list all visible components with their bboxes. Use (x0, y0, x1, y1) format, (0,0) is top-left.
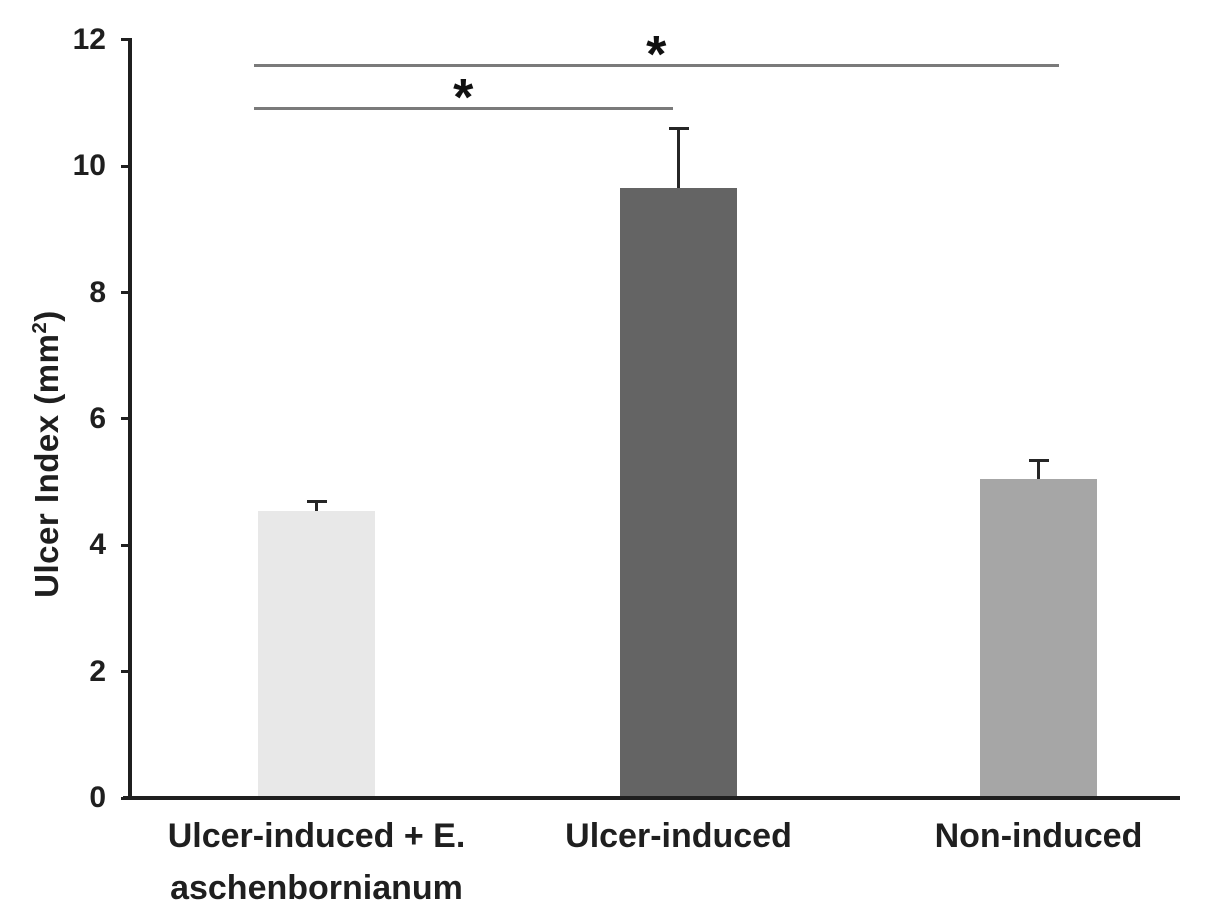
y-axis-title: Ulcer Index (mm2) (18, 74, 65, 834)
y-axis-title-superscript: 2 (28, 321, 51, 334)
x-category-label-line: Non-induced (934, 817, 1143, 855)
x-category-label-line: Ulcer-induced (565, 817, 792, 855)
x-category-label: Ulcer-induced + E. aschenbornianum (107, 810, 527, 914)
bar (980, 479, 1097, 796)
y-tick-label: 0 (89, 781, 106, 814)
y-tick-mark (121, 670, 131, 674)
y-tick-mark (121, 796, 131, 800)
y-tick-mark (121, 291, 131, 295)
y-tick-label: 8 (89, 275, 106, 309)
error-bar-line (677, 128, 680, 189)
bar (258, 510, 375, 796)
x-axis-line (123, 796, 1180, 800)
significance-asterisk: * (453, 68, 474, 127)
error-bar-cap (306, 499, 327, 503)
y-tick-mark (121, 543, 131, 547)
significance-line (254, 106, 673, 110)
y-tick-mark (121, 164, 131, 168)
significance-asterisk: * (646, 25, 667, 84)
y-tick-label: 4 (89, 528, 106, 562)
y-tick-mark (121, 417, 131, 421)
error-bar-cap (1028, 458, 1049, 462)
y-tick-label: 12 (72, 22, 106, 56)
y-tick-label: 2 (89, 654, 106, 688)
error-bar-cap (668, 126, 689, 130)
error-bar-line (1037, 460, 1040, 479)
x-category-label-line: Ulcer-induced + E. (167, 817, 466, 855)
significance-line (254, 63, 1059, 67)
y-tick-label: 10 (72, 149, 106, 183)
bar (620, 188, 737, 796)
x-category-label: Non-induced (829, 810, 1205, 862)
x-category-label: Ulcer-induced (469, 810, 889, 862)
error-bar-line (315, 501, 318, 511)
y-tick-label: 6 (89, 401, 106, 435)
y-axis-title-close-paren: ) (28, 310, 65, 322)
y-tick-mark (121, 38, 131, 42)
x-category-label-line: aschenbornianum (170, 869, 463, 907)
